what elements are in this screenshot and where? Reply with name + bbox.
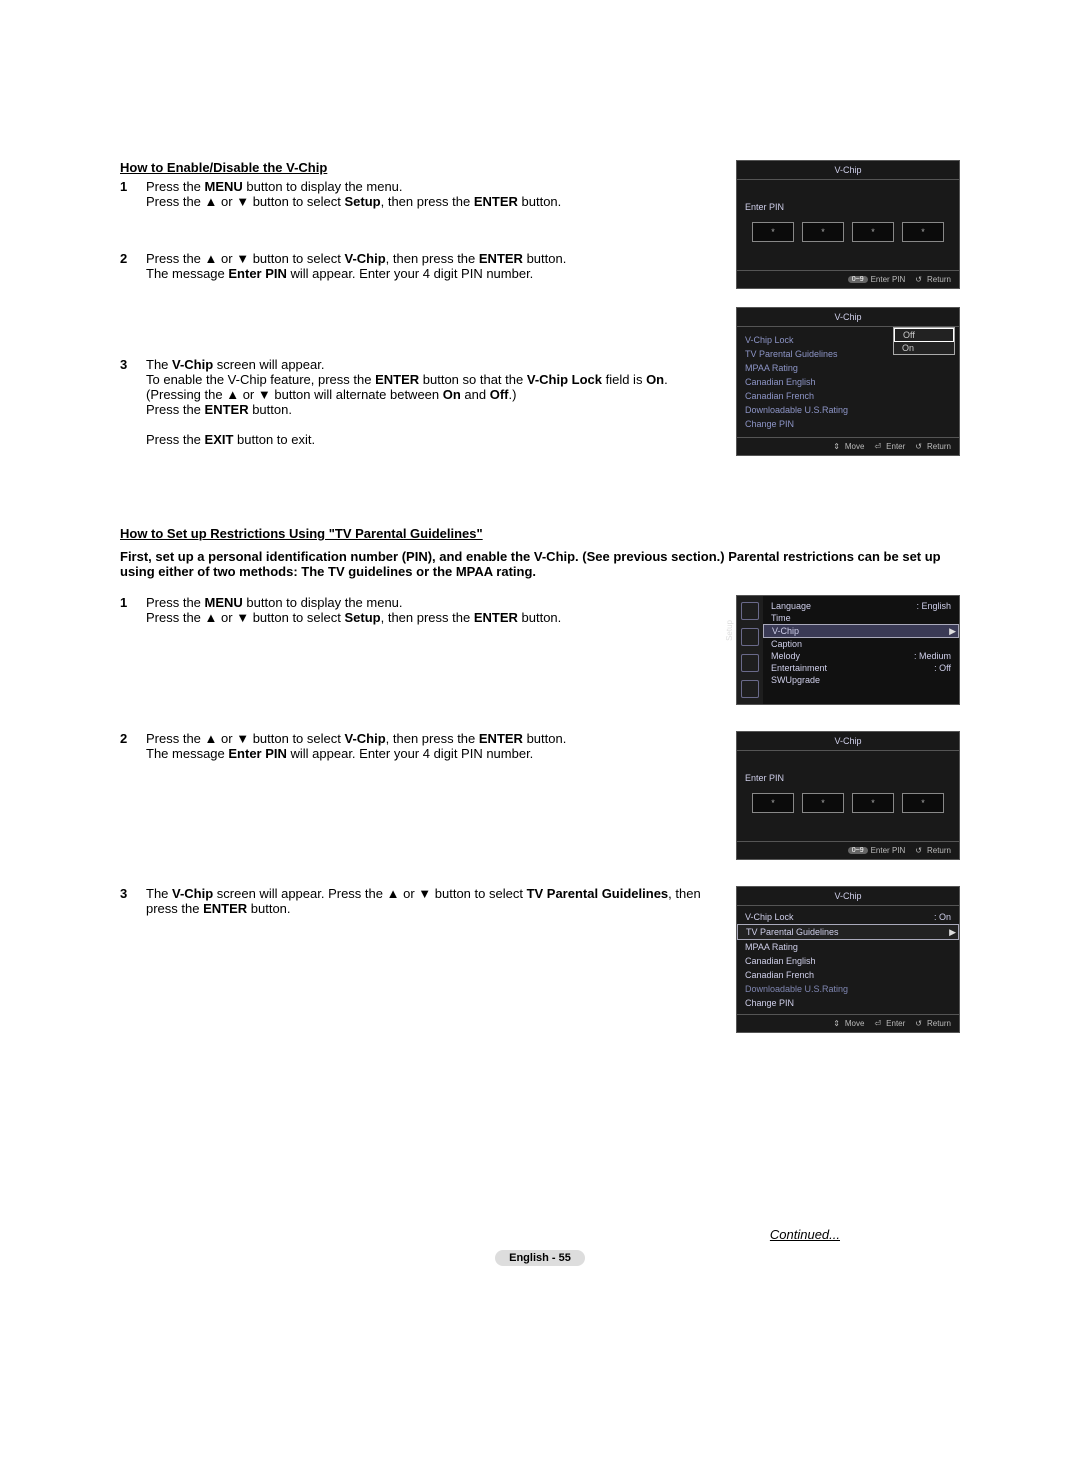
setup-row[interactable]: Language: English [763, 600, 959, 612]
vchip-row[interactable]: Change PIN [737, 996, 959, 1010]
pin-digit[interactable]: * [852, 793, 894, 813]
osd-vchip-lock: V-Chip V-Chip Lock TV Parental Guideline… [736, 307, 960, 456]
section-2-title: How to Set up Restrictions Using "TV Par… [120, 526, 960, 541]
step-num: 1 [120, 179, 132, 209]
step-num: 3 [120, 886, 132, 916]
setup-list: Language: EnglishTimeV-ChipCaptionMelody… [763, 596, 959, 704]
pin-label: Enter PIN [745, 773, 951, 783]
vchip-row[interactable]: TV Parental Guidelines [737, 924, 959, 940]
section-2-row-3: 3 The V-Chip screen will appear. Press t… [120, 886, 960, 1051]
osd-title: V-Chip [737, 732, 959, 751]
hint-return: Return [915, 846, 951, 855]
sidebar-icon[interactable] [741, 602, 759, 620]
hint-move: Move [833, 442, 864, 451]
menu-row[interactable]: Downloadable U.S.Rating [745, 403, 951, 417]
hint-num: 0~9Enter PIN [848, 846, 906, 855]
step-num: 1 [120, 595, 132, 625]
step-num: 2 [120, 251, 132, 281]
setup-row[interactable]: Caption [763, 638, 959, 650]
osd-title: V-Chip [737, 161, 959, 180]
hint-return: Return [915, 275, 951, 284]
page-footer: English - 55 [0, 1252, 1080, 1264]
pin-digit[interactable]: * [752, 222, 794, 242]
hint-move: Move [833, 1019, 864, 1028]
vchip-row[interactable]: Downloadable U.S.Rating [737, 982, 959, 996]
sidebar-icon[interactable] [741, 680, 759, 698]
hint-enter: Enter [874, 442, 905, 451]
step-body: The V-Chip screen will appear.To enable … [146, 357, 704, 447]
step-body: Press the or button to select V-Chip, th… [146, 251, 704, 281]
menu-row[interactable]: Change PIN [745, 417, 951, 431]
sidebar-tab-label: Setup [725, 620, 734, 641]
osd-footer: Move Enter Return [737, 437, 959, 455]
popup-opt-off[interactable]: Off [894, 328, 954, 342]
vchip-row[interactable]: MPAA Rating [737, 940, 959, 954]
osd-footer: 0~9Enter PIN Return [737, 270, 959, 288]
popup-opt-on[interactable]: On [894, 342, 952, 354]
osd-enter-pin: V-Chip Enter PIN * * * * 0~9Enter PIN Re… [736, 160, 960, 289]
section-1-title: How to Enable/Disable the V-Chip [120, 160, 704, 175]
section-1: How to Enable/Disable the V-Chip 1 Press… [120, 160, 960, 474]
osd-title: V-Chip [737, 308, 959, 327]
step-body: Press the or button to select V-Chip, th… [146, 731, 704, 761]
sidebar-icon[interactable] [741, 654, 759, 672]
vchip-row[interactable]: Canadian English [737, 954, 959, 968]
osd-enter-pin-2: V-Chip Enter PIN * * * * 0~9Enter PIN Re… [736, 731, 960, 860]
sidebar-icon[interactable] [741, 628, 759, 646]
section-2-intro: First, set up a personal identification … [120, 549, 960, 579]
setup-row[interactable]: V-Chip [763, 624, 959, 638]
pin-digit[interactable]: * [802, 793, 844, 813]
hint-num: 0~9Enter PIN [848, 275, 906, 284]
pin-digit[interactable]: * [902, 222, 944, 242]
pin-digit[interactable]: * [852, 222, 894, 242]
hint-return: Return [915, 1019, 951, 1028]
menu-row[interactable]: Canadian French [745, 389, 951, 403]
osd-vchip-guidelines: V-Chip V-Chip Lock: OnTV Parental Guidel… [736, 886, 960, 1033]
hint-enter: Enter [874, 1019, 905, 1028]
section-2-row-1: 1 Press the MENU button to display the m… [120, 595, 960, 723]
section-1-screens: V-Chip Enter PIN * * * * 0~9Enter PIN Re… [736, 160, 960, 474]
pin-digit[interactable]: * [802, 222, 844, 242]
vchip-row[interactable]: Canadian French [737, 968, 959, 982]
setup-row[interactable]: Melody: Medium [763, 650, 959, 662]
step-body: Press the MENU button to display the men… [146, 179, 704, 209]
step-body: The V-Chip screen will appear. Press the… [146, 886, 704, 916]
manual-page: How to Enable/Disable the V-Chip 1 Press… [0, 0, 1080, 1482]
setup-row[interactable]: Time [763, 612, 959, 624]
pin-label: Enter PIN [745, 202, 951, 212]
section-2-row-2: 2 Press the or button to select V-Chip, … [120, 731, 960, 878]
pin-digit[interactable]: * [752, 793, 794, 813]
setup-row[interactable]: Entertainment: Off [763, 662, 959, 674]
section-1-steps: 1 Press the MENU button to display the m… [120, 179, 704, 209]
pin-digit[interactable]: * [902, 793, 944, 813]
menu-row[interactable]: MPAA Rating [745, 361, 951, 375]
setup-sidebar: Setup [737, 596, 763, 704]
menu-row[interactable]: Canadian English [745, 375, 951, 389]
step-body: Press the MENU button to display the men… [146, 595, 704, 625]
step-num: 3 [120, 357, 132, 447]
vchip-list: V-Chip Lock TV Parental Guidelines MPAA … [737, 327, 959, 437]
hint-return: Return [915, 442, 951, 451]
step-num: 2 [120, 731, 132, 761]
osd-setup-menu: Setup Language: EnglishTimeV-ChipCaption… [736, 595, 960, 705]
pin-boxes: * * * * [745, 222, 951, 242]
section-1-text: How to Enable/Disable the V-Chip 1 Press… [120, 160, 704, 463]
osd-title: V-Chip [737, 887, 959, 906]
setup-row[interactable]: SWUpgrade [763, 674, 959, 686]
continued-label: Continued... [770, 1227, 840, 1242]
lock-popup: Off On [893, 327, 955, 355]
vchip-row[interactable]: V-Chip Lock: On [737, 910, 959, 924]
